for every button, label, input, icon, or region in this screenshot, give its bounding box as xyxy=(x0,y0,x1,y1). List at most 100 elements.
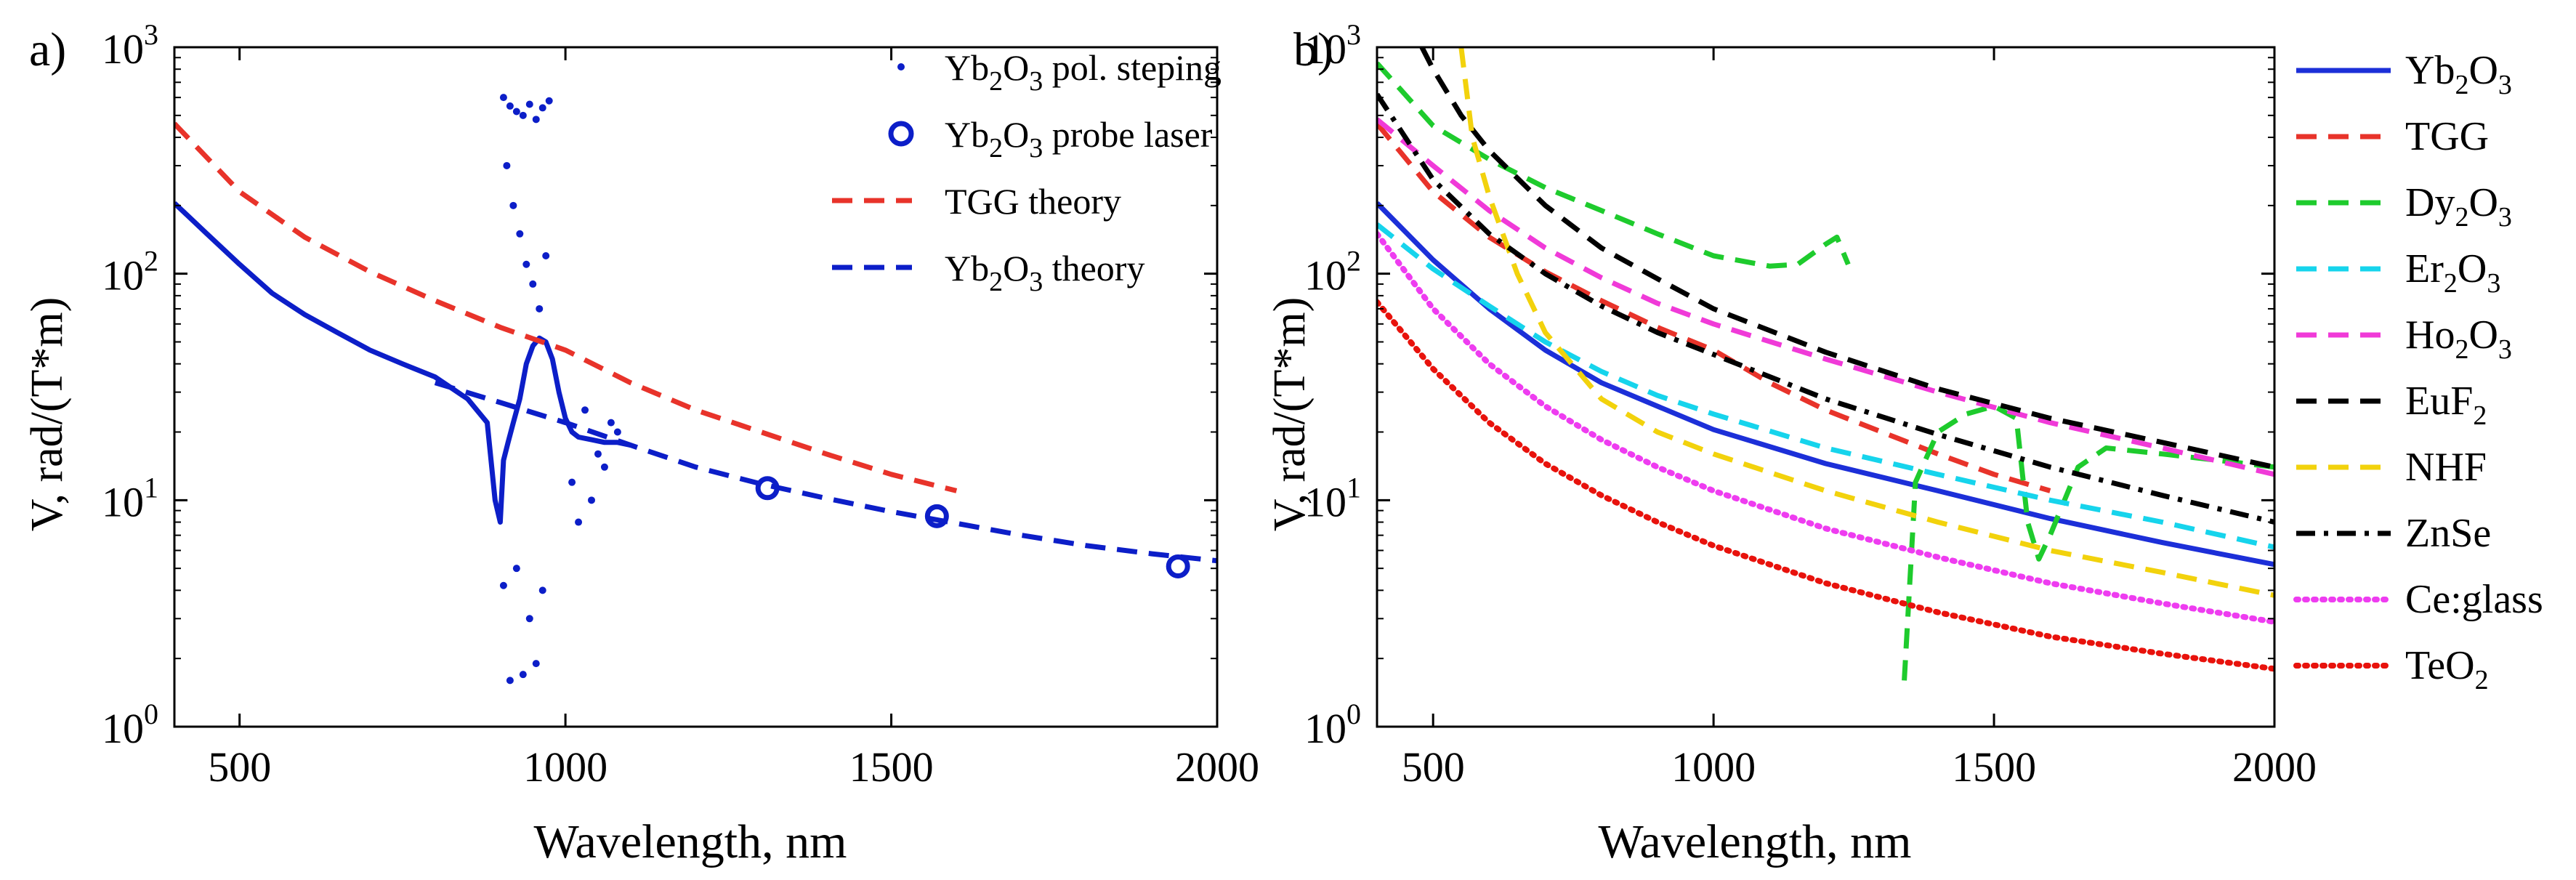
legend-label: Er2O3 xyxy=(2405,246,2500,299)
series-euf2 xyxy=(1419,47,2274,470)
series-dy2o3-line xyxy=(1902,403,2274,681)
series-yb2o3-pol-steping-point xyxy=(499,94,507,102)
series-teo2-line xyxy=(1377,299,2274,672)
legend-item-znse: ZnSe xyxy=(2296,511,2491,556)
series-dy2o3 xyxy=(1377,61,2274,681)
series-yb2o3-pol-steping-point xyxy=(581,406,589,414)
series-nhf xyxy=(1458,47,2274,598)
x-tick-label: 500 xyxy=(208,743,271,791)
series-yb2o3-pol-steping-point xyxy=(506,677,514,685)
series-yb2o3-pol-steping-trend xyxy=(174,201,631,525)
x-tick-label: 2000 xyxy=(2232,743,2317,791)
panel-label-a: a) xyxy=(29,23,66,76)
plot-area-b xyxy=(1377,47,2274,681)
series-yb2o3-pol-steping-point xyxy=(538,586,546,594)
series-yb2o3-probe-laser-point xyxy=(924,504,949,528)
series-yb2o3-pol-steping-point xyxy=(525,615,533,623)
series-yb2o3-pol-steping-point xyxy=(607,419,615,427)
legend-label: Yb2O3 theory xyxy=(945,248,1144,297)
legend-item-nhf: NHF xyxy=(2296,445,2487,490)
y-tick-label: 101 xyxy=(1304,471,1361,525)
legend-label: Yb2O3 pol. steping xyxy=(945,47,1222,97)
legend-item-er2o3: Er2O3 xyxy=(2296,246,2500,299)
series-yb2o3-pol-steping-point xyxy=(536,304,544,312)
series-yb2o3-pol-steping-point xyxy=(575,518,583,526)
series-yb2o3-pol-steping-point xyxy=(519,671,527,679)
legend-item-yb2o3-probe-laser: Yb2O3 probe laser xyxy=(888,114,1213,164)
series-yb2o3-pol-steping-point xyxy=(532,660,540,668)
series-yb2o3-pol-steping-point xyxy=(525,100,533,108)
series-yb2o3-pol-steping-point xyxy=(512,565,520,573)
series-tgg-theory xyxy=(174,121,958,493)
legend-item-teo2: TeO2 xyxy=(2293,643,2489,695)
legend-label: NHF xyxy=(2405,445,2487,490)
y-tick-label: 103 xyxy=(1304,18,1361,73)
series-yb2o3-pol-steping-point xyxy=(499,581,507,589)
series-er2o3-line xyxy=(1377,222,2274,550)
axes-a: 500 1000 1500 2000 100 101 102 103 xyxy=(102,18,1259,791)
series-yb2o3-probe-laser-point xyxy=(1166,554,1190,578)
series-yb2o3-pol-steping-point xyxy=(529,280,537,288)
x-tick-label: 1500 xyxy=(1952,743,2036,791)
legend-item-yb2o3: Yb2O3 xyxy=(2296,48,2512,100)
series-yb2o3-pol-steping-point xyxy=(613,428,621,436)
x-tick-label: 1500 xyxy=(849,743,934,791)
x-axis-label-a: Wavelength, nm xyxy=(534,815,847,868)
series-tgg-line xyxy=(1377,121,2051,493)
legend-label: Ho2O3 xyxy=(2405,312,2512,365)
series-ho2o3 xyxy=(1377,117,2274,477)
panel-label-b: b) xyxy=(1293,23,1333,76)
legend-label: Ce:glass xyxy=(2405,577,2543,622)
series-yb2o3-pol-steping-point xyxy=(509,201,517,209)
y-tick-label: 100 xyxy=(102,698,158,752)
x-tick-label: 2000 xyxy=(1175,743,1259,791)
legend-b: Yb2O3 TGG Dy2O3 Er2O3 Ho2O3 EuF2 NHF ZnSe Ce:gla… xyxy=(2293,48,2543,695)
series-yb2o3-pol-steping-point xyxy=(522,260,530,268)
legend-item-tgg: TGG xyxy=(2296,114,2489,159)
series-yb2o3-pol-steping-point xyxy=(568,478,576,486)
series-yb2o3-pol-steping-point xyxy=(542,251,550,259)
x-axis-label-b: Wavelength, nm xyxy=(1599,815,1912,868)
legend-item-ce-glass: Ce:glass xyxy=(2293,577,2543,622)
series-yb2o3-theory xyxy=(434,380,1217,564)
series-yb2o3-pol-steping-point xyxy=(594,450,602,458)
legend-label: EuF2 xyxy=(2405,379,2487,431)
series-yb2o3-pol-steping-point xyxy=(588,496,595,504)
y-axis-label-a: V, rad/(T*m) xyxy=(23,297,72,532)
x-tick-label: 500 xyxy=(1402,743,1465,791)
series-yb2o3-pol-steping-point xyxy=(503,161,511,169)
series-yb2o3-pol-steping-point xyxy=(538,104,546,112)
series-ho2o3-line xyxy=(1377,117,2274,477)
legend-label: Dy2O3 xyxy=(2405,180,2512,233)
legend-label: ZnSe xyxy=(2405,511,2491,556)
y-tick-label: 103 xyxy=(102,18,158,73)
axes-frame xyxy=(1376,46,2276,728)
legend-item-euf2: EuF2 xyxy=(2296,379,2487,431)
legend-label: TGG xyxy=(2405,114,2489,159)
series-znse-line xyxy=(1377,92,2274,525)
legend-marker xyxy=(888,121,914,147)
legend-label: TeO2 xyxy=(2405,643,2489,695)
series-yb2o3-probe-laser xyxy=(755,476,1190,578)
series-er2o3 xyxy=(1377,222,2274,550)
series-euf2-line xyxy=(1419,47,2274,470)
series-yb2o3-theory-line xyxy=(434,380,1217,564)
panel-b: b) 500 1000 1500 2000 100 101 102 103 Yb2O3 TGG D… xyxy=(1265,18,2543,868)
panel-a: a) 500 1000 1500 2000 100 101 102 103 Yb2O3 pol… xyxy=(23,18,1259,868)
series-nhf-line xyxy=(1458,47,2274,598)
plot-area-a xyxy=(174,94,1217,685)
series-yb2o3-pol-steping-point xyxy=(545,97,553,105)
series-znse xyxy=(1377,92,2274,525)
axes-frame xyxy=(173,46,1219,728)
legend-item-ho2o3: Ho2O3 xyxy=(2296,312,2512,365)
series-yb2o3-pol-steping-point xyxy=(512,108,520,116)
legend-label: Yb2O3 probe laser xyxy=(945,114,1213,164)
series-ce-glass-line xyxy=(1377,230,2274,625)
y-axis-label-b: V, rad/(T*m) xyxy=(1265,297,1315,532)
legend-item-tgg-theory: TGG theory xyxy=(832,181,1121,222)
series-yb2o3-pol-steping xyxy=(174,94,631,685)
axes-b: 500 1000 1500 2000 100 101 102 103 xyxy=(1304,18,2317,791)
series-yb2o3-pol-steping-point xyxy=(506,102,514,110)
legend-item-yb2o3-theory: Yb2O3 theory xyxy=(832,248,1144,297)
